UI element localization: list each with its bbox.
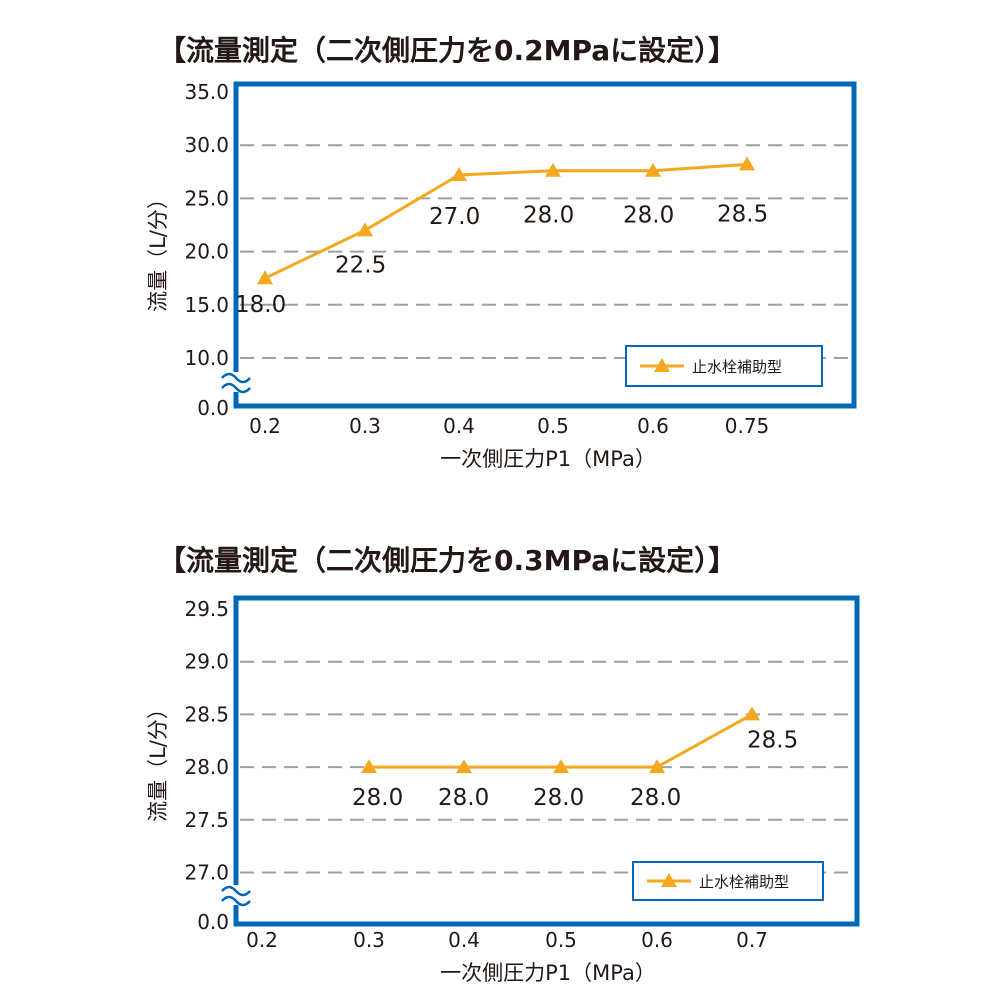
axis-break-mark	[221, 895, 251, 907]
legend-marker	[654, 358, 670, 372]
data-point-marker	[739, 156, 755, 171]
x-tick-label: 0.5	[545, 928, 577, 952]
x-tick-label: 0.75	[725, 414, 770, 438]
data-label: 28.0	[623, 203, 674, 229]
y-axis-label: 流量（L/分）	[146, 188, 170, 312]
axis-break-mark	[221, 885, 251, 897]
data-label: 18.0	[235, 292, 286, 318]
chart-svg: 【流量測定（二次側圧力を0.3MPaに設定）】 29.5 29.0 28.5 28.0 2…	[146, 544, 860, 985]
data-label: 28.0	[438, 785, 489, 811]
axis-break-mark	[221, 372, 251, 384]
x-tick-label: 0.6	[637, 414, 669, 438]
y-tick-label: 0.0	[197, 910, 229, 934]
legend-marker	[661, 873, 677, 887]
axis-break-mark	[221, 382, 251, 394]
y-tick-label: 0.0	[197, 396, 229, 420]
data-label: 28.0	[533, 785, 584, 811]
y-tick-label: 15.0	[184, 293, 229, 317]
x-tick-label: 0.3	[353, 928, 385, 952]
chart-title: 【流量測定（二次側圧力を0.3MPaに設定）】	[158, 544, 736, 577]
plot-frame	[233, 81, 857, 409]
x-tick-label: 0.4	[443, 414, 475, 438]
data-point-marker	[456, 759, 472, 774]
data-point-marker	[451, 166, 467, 181]
x-tick-label: 0.2	[246, 928, 278, 952]
y-tick-label: 30.0	[184, 133, 229, 157]
data-label: 22.5	[335, 252, 386, 278]
y-tick-label: 25.0	[184, 186, 229, 210]
y-tick-label: 27.5	[184, 808, 229, 832]
chart-svg: 【流量測定（二次側圧力を0.2MPaに設定）】 35.0 30.0 25.0 20.0 1…	[146, 34, 857, 471]
data-point-marker	[361, 759, 377, 774]
series-line	[264, 162, 748, 280]
data-point-marker	[545, 162, 561, 177]
legend-label: 止水栓補助型	[699, 873, 789, 891]
y-tick-label: 29.0	[184, 650, 229, 674]
data-label: 28.0	[523, 203, 574, 229]
x-tick-label: 0.7	[736, 928, 768, 952]
data-point-marker	[257, 270, 273, 285]
legend-label: 止水栓補助型	[692, 358, 782, 376]
data-point-marker	[744, 706, 760, 721]
data-label: 28.5	[747, 727, 798, 753]
chart-bottom: 【流量測定（二次側圧力を0.3MPaに設定）】 29.5 29.0 28.5 28.0 2…	[146, 544, 860, 985]
axis-break-gap	[220, 372, 254, 392]
y-tick-label: 28.0	[184, 755, 229, 779]
x-tick-label: 0.5	[537, 414, 569, 438]
y-tick-label: 10.0	[184, 346, 229, 370]
y-tick-label: 35.0	[184, 80, 229, 104]
y-tick-label: 20.0	[184, 240, 229, 264]
data-label: 28.0	[630, 785, 681, 811]
data-label: 27.0	[429, 204, 480, 230]
x-tick-label: 0.6	[641, 928, 673, 952]
chart-top: 【流量測定（二次側圧力を0.2MPaに設定）】 35.0 30.0 25.0 20.0 1…	[146, 34, 857, 471]
axis-break-gap	[220, 885, 254, 905]
x-tick-label: 0.4	[448, 928, 480, 952]
y-axis-label: 流量（L/分）	[146, 698, 170, 822]
data-point-marker	[553, 759, 569, 774]
x-tick-label: 0.2	[249, 414, 281, 438]
y-tick-label: 28.5	[184, 702, 229, 726]
data-point-marker	[649, 759, 665, 774]
data-point-marker	[357, 222, 373, 237]
x-tick-label: 0.3	[349, 414, 381, 438]
chart-title: 【流量測定（二次側圧力を0.2MPaに設定）】	[158, 34, 736, 67]
x-axis-label: 一次側圧力P1（MPa）	[440, 961, 656, 985]
y-tick-label: 29.5	[184, 597, 229, 621]
y-tick-label: 27.0	[184, 861, 229, 885]
plot-frame	[233, 595, 860, 927]
data-point-marker	[645, 162, 661, 177]
x-axis-label: 一次側圧力P1（MPa）	[440, 447, 656, 471]
data-label: 28.0	[352, 785, 403, 811]
data-label: 28.5	[717, 201, 768, 227]
